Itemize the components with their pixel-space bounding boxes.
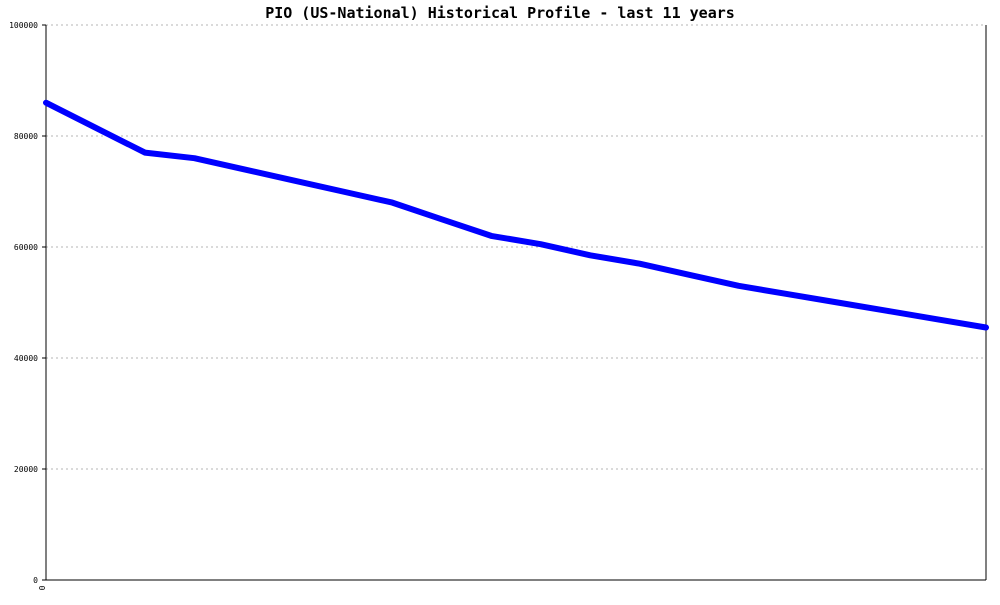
data-point [45,102,47,104]
chart-title: PIO (US-National) Historical Profile - l… [265,4,735,22]
y-tick-label: 100000 [9,21,38,30]
data-point [292,179,294,181]
data-point [342,191,344,192]
data-point [738,285,740,287]
data-point [243,168,245,170]
y-tick-label: 80000 [14,132,38,141]
data-point [985,327,987,328]
data-point [490,235,492,237]
data-point [639,263,641,265]
data-point [886,310,888,312]
series-line [43,99,989,331]
data-point [193,157,195,159]
data-point [540,243,542,245]
y-tick-label: 0 [33,576,38,585]
data-point [787,293,789,295]
data-point [837,302,839,303]
data-point [95,127,96,129]
data-point [144,152,146,154]
data-point [391,202,393,204]
y-tick-label: 60000 [14,243,38,252]
data-point [936,318,937,320]
y-tick-label: 40000 [14,354,38,363]
data-point [589,254,591,256]
data-point [441,218,443,220]
data-point [688,274,690,276]
y-tick-label: 20000 [14,465,38,474]
x-tick-label: 0 [38,585,47,590]
